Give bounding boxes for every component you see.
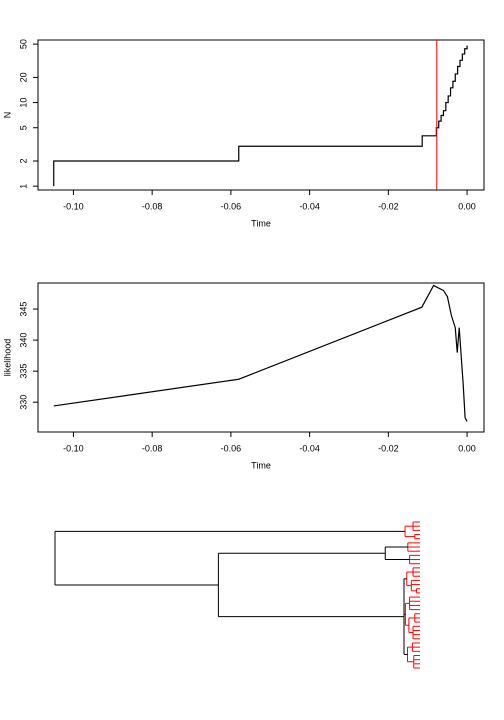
x-axis-label: Time xyxy=(251,218,271,228)
y-axis-label: likelihood xyxy=(2,339,12,377)
y-tick-label: 5 xyxy=(18,125,28,130)
y-tick-label: 330 xyxy=(18,395,28,410)
y-tick-label: 50 xyxy=(18,39,28,49)
y-tick-label: 1 xyxy=(18,184,28,189)
x-tick-label: 0.00 xyxy=(458,443,476,453)
y-tick-label: 10 xyxy=(18,98,28,108)
x-tick-label: -0.10 xyxy=(63,201,84,211)
x-tick-label: -0.02 xyxy=(378,201,399,211)
y-axis-label: N xyxy=(2,112,12,119)
x-tick-label: -0.06 xyxy=(221,443,242,453)
y-tick-label: 340 xyxy=(18,333,28,348)
y-tick-label: 20 xyxy=(18,72,28,82)
x-tick-label: -0.08 xyxy=(142,201,163,211)
x-tick-label: -0.10 xyxy=(63,443,84,453)
x-tick-label: 0.00 xyxy=(458,201,476,211)
x-tick-label: -0.06 xyxy=(221,201,242,211)
y-tick-label: 2 xyxy=(18,158,28,163)
x-axis-label: Time xyxy=(251,460,271,470)
y-tick-label: 345 xyxy=(18,302,28,317)
x-tick-label: -0.04 xyxy=(299,443,320,453)
plot-frame xyxy=(37,282,485,433)
step-line xyxy=(53,45,468,187)
plot-frame xyxy=(37,39,485,191)
y-tick-label: 335 xyxy=(18,364,28,379)
x-tick-label: -0.02 xyxy=(378,443,399,453)
x-tick-label: -0.08 xyxy=(142,443,163,453)
likelihood-line xyxy=(53,284,468,422)
x-tick-label: -0.04 xyxy=(299,201,320,211)
